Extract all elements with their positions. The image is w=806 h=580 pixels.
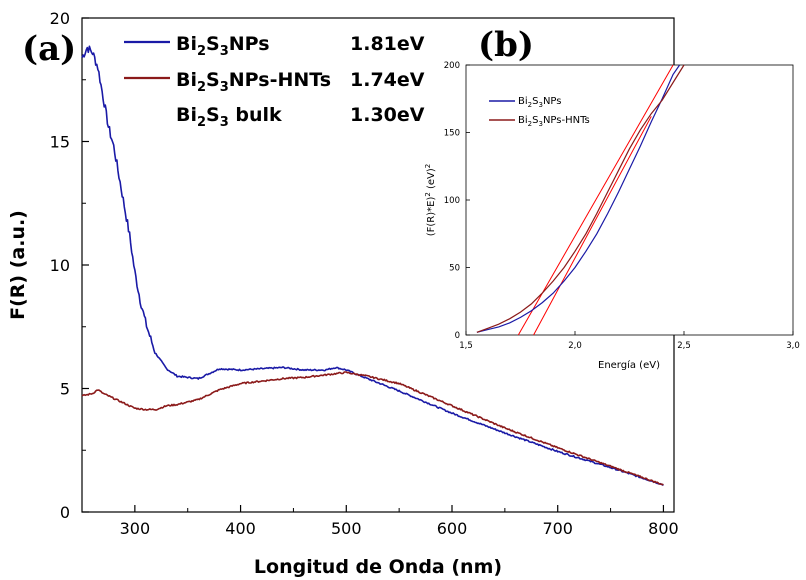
inset-fit-line-2 xyxy=(517,64,674,336)
main-series-line-1 xyxy=(81,45,664,487)
main-x-tick-label: 300 xyxy=(120,519,151,538)
inset-x-tick-label: 1,5 xyxy=(459,341,473,351)
inset-legend-label-part: Bi xyxy=(518,115,528,126)
legend-label-3: Bi2S3 bulk xyxy=(176,104,282,130)
main-x-tick-label: 600 xyxy=(437,519,468,538)
panel-b-label: (b) xyxy=(478,25,534,65)
inset-y-tick-label: 150 xyxy=(444,129,460,139)
inset-legend-label-part: NPs xyxy=(543,96,562,107)
inset-legend-label-2: Bi2S3NPs-HNTs xyxy=(518,115,590,128)
main-x-tick-label: 500 xyxy=(331,519,362,538)
inset-plot-frame xyxy=(465,64,794,336)
main-series-line-2 xyxy=(81,371,664,486)
legend-label-part: NPs xyxy=(229,33,270,55)
legend-label-part: NPs-HNTs xyxy=(229,69,331,91)
legend-label-part: 2 xyxy=(197,44,206,59)
legend-label-part: 2 xyxy=(197,115,206,130)
legend-value-1: 1.81eV xyxy=(350,33,425,55)
inset-y-tick-label: 100 xyxy=(444,196,460,206)
main-x-axis-title: Longitud de Onda (nm) xyxy=(254,556,502,578)
inset-y-axis-title-part: 2 xyxy=(424,164,432,168)
legend-label-part: 3 xyxy=(220,115,229,130)
main-y-axis-title: F(R) (a.u.) xyxy=(7,210,29,320)
legend-label-part: bulk xyxy=(229,104,282,126)
inset-legend-label-part: Bi xyxy=(518,96,528,107)
inset-x-axis-title: Energía (eV) xyxy=(598,359,660,371)
inset-y-axis-title: (F(R)*E)2 (eV)2 xyxy=(424,164,437,237)
inset-y-axis-title-part: (F(R)*E) xyxy=(426,197,437,237)
legend-label-part: 3 xyxy=(220,44,229,59)
inset-y-axis-title-part: 2 xyxy=(424,192,432,196)
inset-legend-label-part: S xyxy=(532,115,538,126)
inset-legend-label-part: 2 xyxy=(528,101,532,109)
inset-axes: 1,5 2,0 2,5 3,0 0 50 100 150 200 xyxy=(444,61,800,351)
inset-series-line-1 xyxy=(476,64,681,333)
main-y-tick-label: 10 xyxy=(50,256,70,275)
legend-label-part: Bi xyxy=(176,104,197,126)
inset-legend-label-part: 2 xyxy=(528,120,532,128)
legend-label-part: Bi xyxy=(176,69,197,91)
panel-a-label: (a) xyxy=(22,29,76,69)
legend-label-part: 2 xyxy=(197,80,206,95)
legend-label-1: Bi2S3NPs xyxy=(176,33,270,59)
main-y-tick-label: 0 xyxy=(60,503,70,522)
main-x-tick-label: 700 xyxy=(542,519,573,538)
inset-legend-label-part: 3 xyxy=(538,120,542,128)
inset-x-tick-label: 2,0 xyxy=(568,341,582,351)
inset-legend-label-part: NPs-HNTs xyxy=(543,115,590,126)
inset-y-axis-title-part: (eV) xyxy=(426,168,437,192)
legend-value-3: 1.30eV xyxy=(350,104,425,126)
inset-x-tick-label: 3,0 xyxy=(786,341,800,351)
main-y-tick-label: 5 xyxy=(60,380,70,399)
main-series xyxy=(81,45,664,487)
inset-legend-label-part: S xyxy=(532,96,538,107)
legend-label-2: Bi2S3NPs-HNTs xyxy=(176,69,331,95)
legend-label-part: S xyxy=(206,104,220,126)
legend-value-2: 1.74eV xyxy=(350,69,425,91)
inset-y-tick-label: 200 xyxy=(444,61,460,71)
main-y-tick-label: 15 xyxy=(50,133,70,152)
inset-series xyxy=(476,64,685,336)
inset-legend-label-part: 3 xyxy=(538,101,542,109)
inset-legend-label-1: Bi2S3NPs xyxy=(518,96,561,109)
legend-label-part: S xyxy=(206,33,220,55)
legend-label-part: 3 xyxy=(220,80,229,95)
inset-x-tick-label: 2,5 xyxy=(677,341,691,351)
legend-label-part: Bi xyxy=(176,33,197,55)
legend-label-part: S xyxy=(206,69,220,91)
main-y-tick-label: 20 xyxy=(50,9,70,28)
inset-y-tick-label: 50 xyxy=(449,264,460,274)
main-x-tick-label: 400 xyxy=(225,519,256,538)
inset-fit-line-1 xyxy=(533,116,652,336)
inset-series-line-2 xyxy=(476,64,685,333)
main-x-tick-label: 800 xyxy=(648,519,679,538)
inset-y-tick-label: 0 xyxy=(455,331,460,341)
